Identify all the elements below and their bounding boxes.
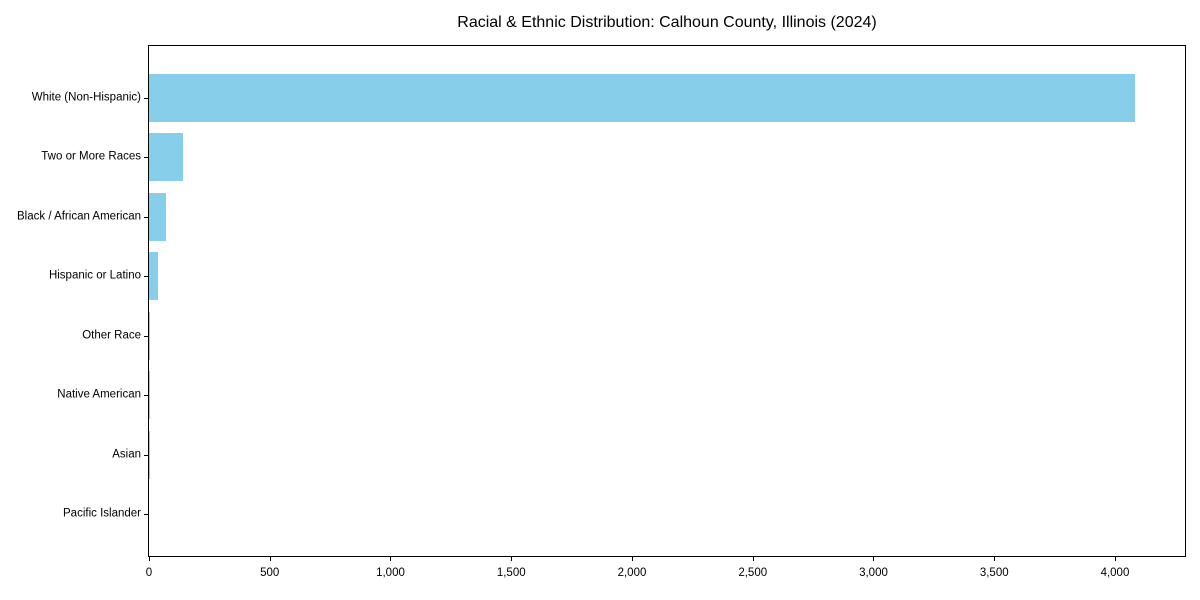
x-axis-tick [631,557,633,561]
category-label: Two or More Races [41,150,141,163]
category-label: Black / African American [17,210,141,223]
y-axis-tick [144,157,148,159]
category-label: Asian [112,448,141,461]
bar [149,133,183,182]
x-axis-tick-label: 2,000 [617,567,647,579]
y-axis-tick [144,216,148,218]
category-label: Hispanic or Latino [48,269,141,282]
x-axis-tick-label: 3,500 [979,567,1009,579]
category-label: Native American [57,388,141,401]
category-label: Other Race [82,329,141,342]
y-axis-tick [144,335,148,337]
y-axis-tick [144,97,148,99]
x-axis-tick-label: 500 [260,567,280,579]
x-axis-tick [390,557,392,561]
chart-title: Racial & Ethnic Distribution: Calhoun Co… [457,14,877,31]
y-axis-tick [144,454,148,456]
x-axis-tick-label: 0 [145,567,153,579]
x-axis-tick [511,557,513,561]
x-axis-tick-label: 4,000 [1100,567,1130,579]
x-axis-tick [994,557,996,561]
x-axis-tick [752,557,754,561]
y-axis-tick [144,514,148,516]
category-label: Pacific Islander [63,507,141,520]
x-axis-tick [269,557,271,561]
bar [149,252,158,301]
bar [149,192,166,241]
category-label: White (Non-Hispanic) [31,91,141,104]
bar [149,73,1135,122]
x-axis-tick [1114,557,1116,561]
bar [149,311,151,360]
x-axis-tick-label: 3,000 [859,567,888,579]
y-axis-tick [144,395,148,397]
x-axis-tick-label: 2,500 [738,567,768,579]
x-axis-tick [149,557,150,561]
x-axis-tick [873,557,875,561]
plot-area: White (Non-Hispanic) Two or More Races Bla… [17,45,1186,579]
y-axis-tick [144,276,148,278]
x-axis-tick-label: 1,000 [376,567,405,579]
x-axis-tick-label: 1,500 [496,567,526,579]
